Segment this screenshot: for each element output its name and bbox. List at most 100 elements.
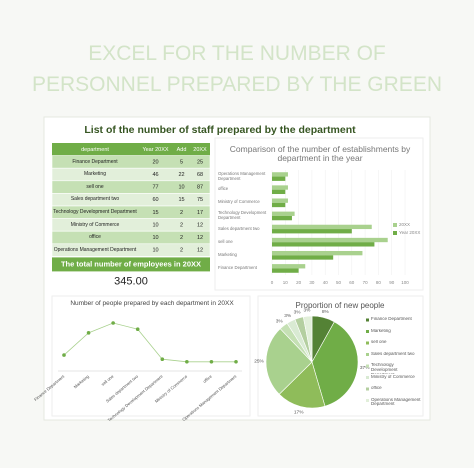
column-header: Add [177,147,187,153]
table-cell: 75 [197,197,203,203]
table-cell-box: Sales department two [70,196,120,203]
table-cell: 60 [152,197,158,203]
table-cell: Marketing [84,171,106,178]
table-cell: 5 [180,159,183,165]
bar [272,268,299,273]
pie-slice [311,321,359,407]
y-tick-label-box: office [218,186,229,192]
table-row-bg [51,243,211,257]
table-cell: 22 [178,172,184,178]
y-tick-label-box: Ministry of Commerce [218,199,260,205]
y-tick-label-box: Technology Development Department [218,210,267,220]
table-cell: Sales department two [70,196,120,203]
bar [272,176,286,181]
bar [272,224,372,230]
legend-label-box: Ministry of Commerce [371,374,415,379]
x-tick-label: 40 [323,280,329,285]
point [62,353,66,357]
point [86,331,91,335]
point [234,359,238,364]
table-cell: Finance Department [72,158,118,165]
y-tick-label-box: Sales department two [218,226,260,231]
x-tick-label: office [202,373,213,384]
x-tick-label: 30 [309,280,315,285]
legend-label-box: sell one [371,340,387,344]
table-cell: 20 [152,159,158,165]
table-cell: 2 [180,210,183,216]
table-cell-box: Operations Management Department [53,246,137,253]
legend-swatch [366,318,369,322]
legend-label: sell one [371,340,387,344]
table-cell: Technology Development Department [53,209,137,216]
legend-label-box: Operations Management Department [371,397,421,407]
table-cell: sell one [86,183,104,190]
pie-slice [302,315,313,363]
table-cell-box: Technology Development Department [53,209,137,216]
x-tick-label: 10 [283,280,289,285]
table-cell: 15 [152,210,158,216]
bar [272,172,288,177]
legend-label: 20XX [399,222,410,227]
y-tick-label: Ministry of Commerce [218,199,260,205]
pie-slice [265,328,313,395]
chart-title-box: Comparison of the number of establishmen… [229,145,411,164]
point [185,359,189,364]
table-cell: 10 [152,222,158,228]
bar [272,250,363,256]
y-tick-label: Marketing [218,251,237,257]
table-cell: 2 [180,248,183,254]
x-tick-label: 0 [271,280,274,285]
table-cell: 68 [197,172,203,178]
table-cell: 25 [197,159,203,165]
data-label: 17% [294,410,304,416]
table-title: List of the number of staff prepared by … [84,124,356,136]
data-label: 3% [303,308,311,314]
bar-panel [214,137,424,291]
legend-swatch [366,330,369,333]
x-tick-label: 20 [296,280,302,285]
legend-swatch [393,223,397,227]
bar [272,237,388,243]
legend-label-box: Marketing [371,328,391,333]
table-cell: 12 [197,235,203,241]
legend-label-box: office [371,386,382,390]
legend-label: Operations Management Department [371,397,421,407]
point [209,359,214,364]
bar [272,211,295,216]
y-tick-label-box: Finance Department [218,265,257,270]
legend-swatch [366,341,369,345]
table-cell: 17 [197,210,203,216]
y-tick-label: office [218,186,229,192]
bar [272,264,306,269]
table-cell: Operations Management Department [53,246,137,253]
legend-label: office [371,386,382,390]
x-tick-label: 70 [363,280,369,285]
legend-label: Marketing [371,328,391,333]
column-header: Year 20XX [142,147,168,153]
y-tick-label-box: Operations Management Department [218,171,265,180]
legend-label: Ministry of Commerce [371,374,415,379]
chart-title: Proportion of new people [296,301,386,310]
table-cell-box: Finance Department [72,158,118,165]
legend-swatch [366,353,369,356]
legend-label-box: Sales department two [371,352,415,356]
line-panel [51,295,251,417]
legend-label: Technology Development Department [371,363,398,374]
page-title: EXCEL FOR THE NUMBER OF PERSONNEL PREPAR… [31,42,442,96]
chart-title: Comparison of the number of establishmen… [229,145,411,164]
bar [272,189,286,195]
y-tick-label: sell one [218,238,233,244]
y-tick-label-box: Marketing [218,251,237,257]
legend-label: Finance Department [371,317,412,321]
total-label: The total number of employees in 20XX [61,259,201,268]
table-cell: 15 [178,197,184,203]
data-label: 25% [254,358,264,364]
data-label: 3% [276,318,284,324]
bar [272,229,352,234]
y-tick-label: Technology Development Department [218,210,267,220]
data-label: 3% [294,309,302,315]
point [111,321,115,325]
total-value: 345.00 [114,275,148,287]
table-cell: 12 [197,222,203,228]
